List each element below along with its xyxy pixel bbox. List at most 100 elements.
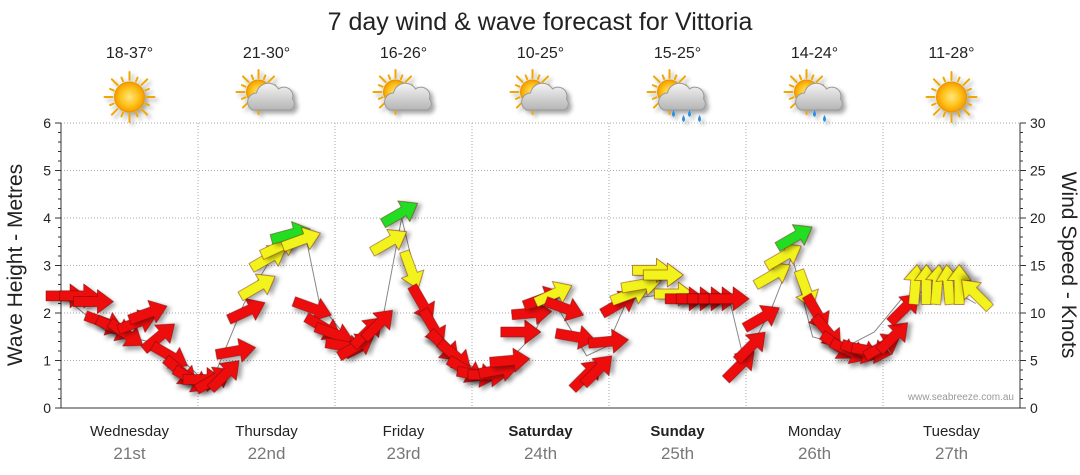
left-axis-label: Wave Height - Metres (4, 164, 27, 366)
cloud-shape (795, 82, 843, 111)
wind-arrow (642, 262, 684, 288)
wind-arrow (226, 298, 266, 325)
wind-arrow-shape (280, 226, 321, 252)
day-name-label: Tuesday (923, 423, 980, 440)
right-tick-label: 20 (1030, 210, 1046, 226)
light-rain-icon (783, 69, 843, 122)
sun-ray (267, 75, 276, 84)
partly-cloudy-icon (235, 69, 295, 115)
day-name-label: Friday (383, 423, 425, 440)
sun-ray (140, 108, 149, 116)
sun-ray (515, 75, 524, 84)
day-temp-range: 10-25° (517, 45, 564, 62)
right-tick-label: 25 (1030, 163, 1046, 179)
rain-drop (813, 110, 816, 117)
sun-ray (240, 96, 247, 100)
wind-arrow-shape (407, 283, 435, 322)
sun-ray (377, 84, 384, 88)
wind-arrow-shape (721, 350, 755, 384)
day-date-label: 24th (524, 444, 557, 463)
wind-arrow-shape (774, 224, 813, 252)
day-name-label: Saturday (508, 423, 573, 440)
left-tick-label: 6 (43, 115, 51, 131)
wind-arrow (407, 283, 435, 322)
sun-ray (536, 74, 541, 81)
rain-drop (698, 115, 701, 122)
left-tick-label: 0 (43, 400, 51, 416)
wind-arrow-shape (73, 289, 114, 315)
wind-arrow-shape (127, 299, 168, 325)
sun-disc (936, 81, 967, 113)
day-temp-range: 15-25° (654, 45, 701, 62)
sun-ray (378, 75, 387, 84)
sun-ray (377, 96, 384, 100)
wind-arrow (214, 338, 256, 363)
sun-ray (144, 102, 150, 107)
showers-icon (646, 69, 706, 122)
day-name-label: Thursday (235, 423, 298, 440)
sun-ray (932, 78, 941, 86)
day-name-label: Wednesday (90, 423, 169, 440)
wind-arrow (489, 347, 531, 373)
wind-arrow (946, 264, 972, 305)
wind-arrow (380, 200, 419, 229)
sun-ray (109, 87, 115, 92)
sun-ray (788, 96, 795, 100)
sun-ray (144, 87, 150, 92)
sun-ray (120, 111, 124, 118)
sun-ray (241, 75, 250, 84)
left-tick-label: 1 (43, 353, 51, 369)
wind-arrow (206, 360, 240, 393)
wind-arrow-shape (206, 360, 240, 393)
wind-arrow (73, 289, 114, 315)
sun-ray (387, 74, 392, 81)
rain-drop (682, 115, 685, 122)
day-temp-range: 21-30° (243, 45, 290, 62)
sun-ray (120, 76, 124, 83)
sun-ray (109, 102, 115, 107)
wind-arrow (732, 331, 766, 365)
wind-arrow-shape (642, 262, 684, 288)
wind-arrow (961, 279, 994, 313)
wind-arrow-shape (380, 200, 419, 229)
day-date-label: 23rd (386, 444, 420, 463)
wind-arrow-shape (500, 319, 542, 345)
rain-drop (688, 110, 691, 117)
cloud-shape (521, 82, 569, 111)
sun-ray (957, 76, 961, 83)
wind-arrow (774, 224, 813, 252)
wind-arrow (587, 328, 629, 354)
wind-arrow-shape (946, 264, 972, 305)
wind-arrow (369, 229, 408, 257)
wind-arrow-shape (708, 286, 750, 312)
sun-ray (651, 96, 658, 100)
wind-arrow-shape (543, 296, 584, 322)
wind-arrow (237, 273, 276, 302)
wind-arrow-shape (399, 249, 425, 290)
wind-arrow (280, 226, 321, 252)
wind-arrow-shape (732, 331, 766, 365)
day-temp-range: 18-37° (106, 45, 153, 62)
wind-arrow-shape (226, 298, 266, 325)
sun-ray (942, 111, 946, 118)
sun-ray (514, 84, 521, 88)
sun-ray (789, 75, 798, 84)
right-tick-label: 30 (1030, 115, 1046, 131)
sun-ray (110, 78, 119, 86)
day-temp-range: 14-24° (791, 45, 838, 62)
rain-drop (823, 115, 826, 122)
wind-arrow (708, 286, 750, 312)
wind-arrow-shape (741, 305, 780, 333)
sun-ray (250, 74, 255, 81)
sun-ray (962, 78, 971, 86)
day-name-label: Monday (788, 423, 842, 440)
sun-ray (798, 74, 803, 81)
right-tick-label: 5 (1030, 353, 1038, 369)
sun-ray (110, 108, 119, 116)
sunny-icon (103, 71, 156, 123)
sun-disc (114, 81, 145, 113)
cloud-shape (247, 82, 295, 111)
left-tick-label: 3 (43, 258, 51, 274)
wind-arrow-shape (369, 229, 408, 257)
